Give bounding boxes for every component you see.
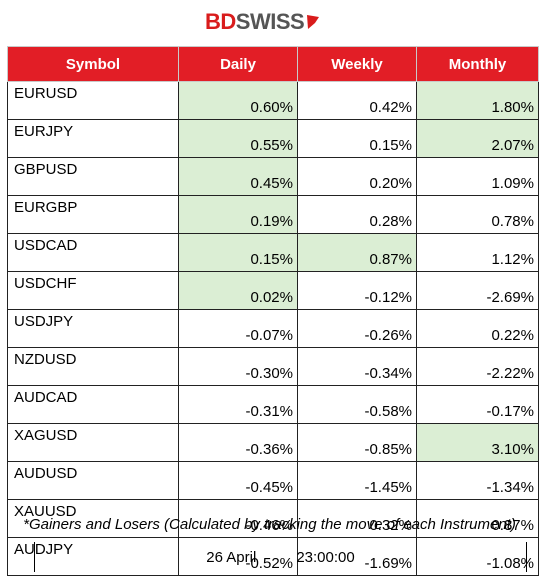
date-text: 26 April (206, 548, 257, 566)
daily-cell: 0.60% (178, 81, 298, 120)
daily-cell: 0.19% (178, 195, 298, 234)
header-weekly: Weekly (297, 46, 417, 82)
symbol-cell: XAGUSD (7, 423, 179, 462)
weekly-cell: 0.42% (297, 81, 417, 120)
weekly-cell: -0.12% (297, 271, 417, 310)
symbol-cell: EURUSD (7, 81, 179, 120)
weekly-cell: 0.28% (297, 195, 417, 234)
symbol-cell: USDJPY (7, 309, 179, 348)
daily-cell: 0.55% (178, 119, 298, 158)
monthly-cell: 2.07% (416, 119, 539, 158)
bdswiss-logo: BD SWISS (205, 8, 340, 36)
daily-cell: -0.07% (178, 309, 298, 348)
header-daily: Daily (178, 46, 298, 82)
table-row: EURGBP 0.19% 0.28% 0.78% (7, 195, 539, 234)
symbol-cell: USDCHF (7, 271, 179, 310)
monthly-cell: -0.17% (416, 385, 539, 424)
table-row: AUDCAD -0.31% -0.58% -0.17% (7, 385, 539, 424)
weekly-cell: -0.26% (297, 309, 417, 348)
table-row: GBPUSD 0.45% 0.20% 1.09% (7, 157, 539, 196)
timestamp-box: 26 April 23:00:00 (34, 542, 527, 572)
table-row: NZDUSD -0.30% -0.34% -2.22% (7, 347, 539, 386)
monthly-cell: 1.09% (416, 157, 539, 196)
flag-icon (307, 15, 320, 29)
monthly-cell: -2.69% (416, 271, 539, 310)
monthly-cell: 1.12% (416, 233, 539, 272)
symbol-cell: XAUUSD (7, 499, 179, 538)
monthly-cell: 0.22% (416, 309, 539, 348)
weekly-cell: 0.20% (297, 157, 417, 196)
weekly-cell: -0.34% (297, 347, 417, 386)
symbol-cell: EURGBP (7, 195, 179, 234)
symbol-cell: EURJPY (7, 119, 179, 158)
daily-cell: -0.30% (178, 347, 298, 386)
daily-cell: -0.45% (178, 461, 298, 500)
monthly-cell: -1.08% (416, 537, 539, 576)
weekly-cell: 0.87% (297, 233, 417, 272)
monthly-cell: 1.80% (416, 81, 539, 120)
table-row: AUDJPY -0.52% -1.69% -1.08% (7, 537, 539, 576)
daily-cell: 0.02% (178, 271, 298, 310)
monthly-cell: 0.78% (416, 195, 539, 234)
table-row: USDCHF 0.02% -0.12% -2.69% (7, 271, 539, 310)
gainers-losers-note: *Gainers and Losers (Calculated by track… (23, 516, 516, 533)
monthly-cell: -1.34% (416, 461, 539, 500)
symbol-cell: AUDUSD (7, 461, 179, 500)
table-row: EURJPY 0.55% 0.15% 2.07% (7, 119, 539, 158)
weekly-cell: -0.85% (297, 423, 417, 462)
performance-table: Symbol Daily Weekly Monthly EURUSD 0.60%… (7, 46, 539, 576)
table-row: EURUSD 0.60% 0.42% 1.80% (7, 81, 539, 120)
daily-cell: 0.45% (178, 157, 298, 196)
header-symbol: Symbol (7, 46, 179, 82)
table-row: XAGUSD -0.36% -0.85% 3.10% (7, 423, 539, 462)
table-row: USDJPY -0.07% -0.26% 0.22% (7, 309, 539, 348)
table-row: AUDUSD -0.45% -1.45% -1.34% (7, 461, 539, 500)
weekly-cell: -0.58% (297, 385, 417, 424)
table-row: XAUUSD -0.46% 0.32% 0.87% (7, 499, 539, 538)
weekly-cell: -1.69% (297, 537, 417, 576)
header-monthly: Monthly (416, 46, 539, 82)
weekly-cell: -1.45% (297, 461, 417, 500)
logo-text-swiss: SWISS (235, 9, 305, 34)
table-row: USDCAD 0.15% 0.87% 1.12% (7, 233, 539, 272)
monthly-cell: -2.22% (416, 347, 539, 386)
time-text: 23:00:00 (296, 548, 355, 566)
symbol-cell: GBPUSD (7, 157, 179, 196)
daily-cell: -0.31% (178, 385, 298, 424)
weekly-cell: 0.15% (297, 119, 417, 158)
monthly-cell: 0.87% (416, 499, 539, 538)
symbol-cell: AUDCAD (7, 385, 179, 424)
symbol-cell: NZDUSD (7, 347, 179, 386)
daily-cell: 0.15% (178, 233, 298, 272)
monthly-cell: 3.10% (416, 423, 539, 462)
table-header-row: Symbol Daily Weekly Monthly (7, 46, 539, 82)
symbol-cell: USDCAD (7, 233, 179, 272)
daily-cell: -0.46% (178, 499, 298, 538)
logo-text-bd: BD (205, 9, 236, 34)
daily-cell: -0.36% (178, 423, 298, 462)
